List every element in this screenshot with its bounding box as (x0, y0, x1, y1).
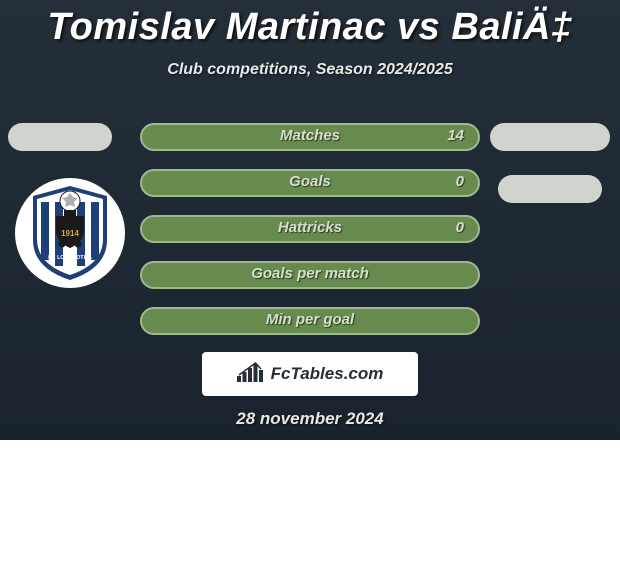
comparison-card: Tomislav Martinac vs BaliÄ‡ Club competi… (0, 0, 620, 440)
stat-label: Goals (142, 173, 478, 190)
stat-value: 0 (456, 219, 464, 236)
stat-value: 14 (447, 127, 464, 144)
date-line: 28 november 2024 (0, 409, 620, 429)
stat-label: Min per goal (142, 311, 478, 328)
stat-row: Matches14 (140, 123, 480, 151)
logo-bars-icon (237, 362, 265, 387)
badge-year: 1914 (61, 229, 79, 238)
stat-row: Goals0 (140, 169, 480, 197)
player-placeholder (498, 175, 602, 203)
logo-text: FcTables.com (271, 364, 384, 384)
stat-row: Goals per match (140, 261, 480, 289)
stat-value: 0 (456, 173, 464, 190)
stat-label: Goals per match (142, 265, 478, 282)
stat-row: Min per goal (140, 307, 480, 335)
badge-name: NK LOKOMOTIVA (48, 255, 92, 261)
stat-label: Hattricks (142, 219, 478, 236)
player-placeholder (490, 123, 610, 151)
page-title: Tomislav Martinac vs BaliÄ‡ (0, 0, 620, 49)
club-badge-icon: 1914 NK LOKOMOTIVA (29, 184, 111, 282)
club-badge: 1914 NK LOKOMOTIVA (15, 178, 125, 288)
fctables-logo[interactable]: FcTables.com (202, 352, 418, 396)
stat-row: Hattricks0 (140, 215, 480, 243)
page-subtitle: Club competitions, Season 2024/2025 (0, 61, 620, 79)
player-placeholder (8, 123, 112, 151)
stat-label: Matches (142, 127, 478, 144)
